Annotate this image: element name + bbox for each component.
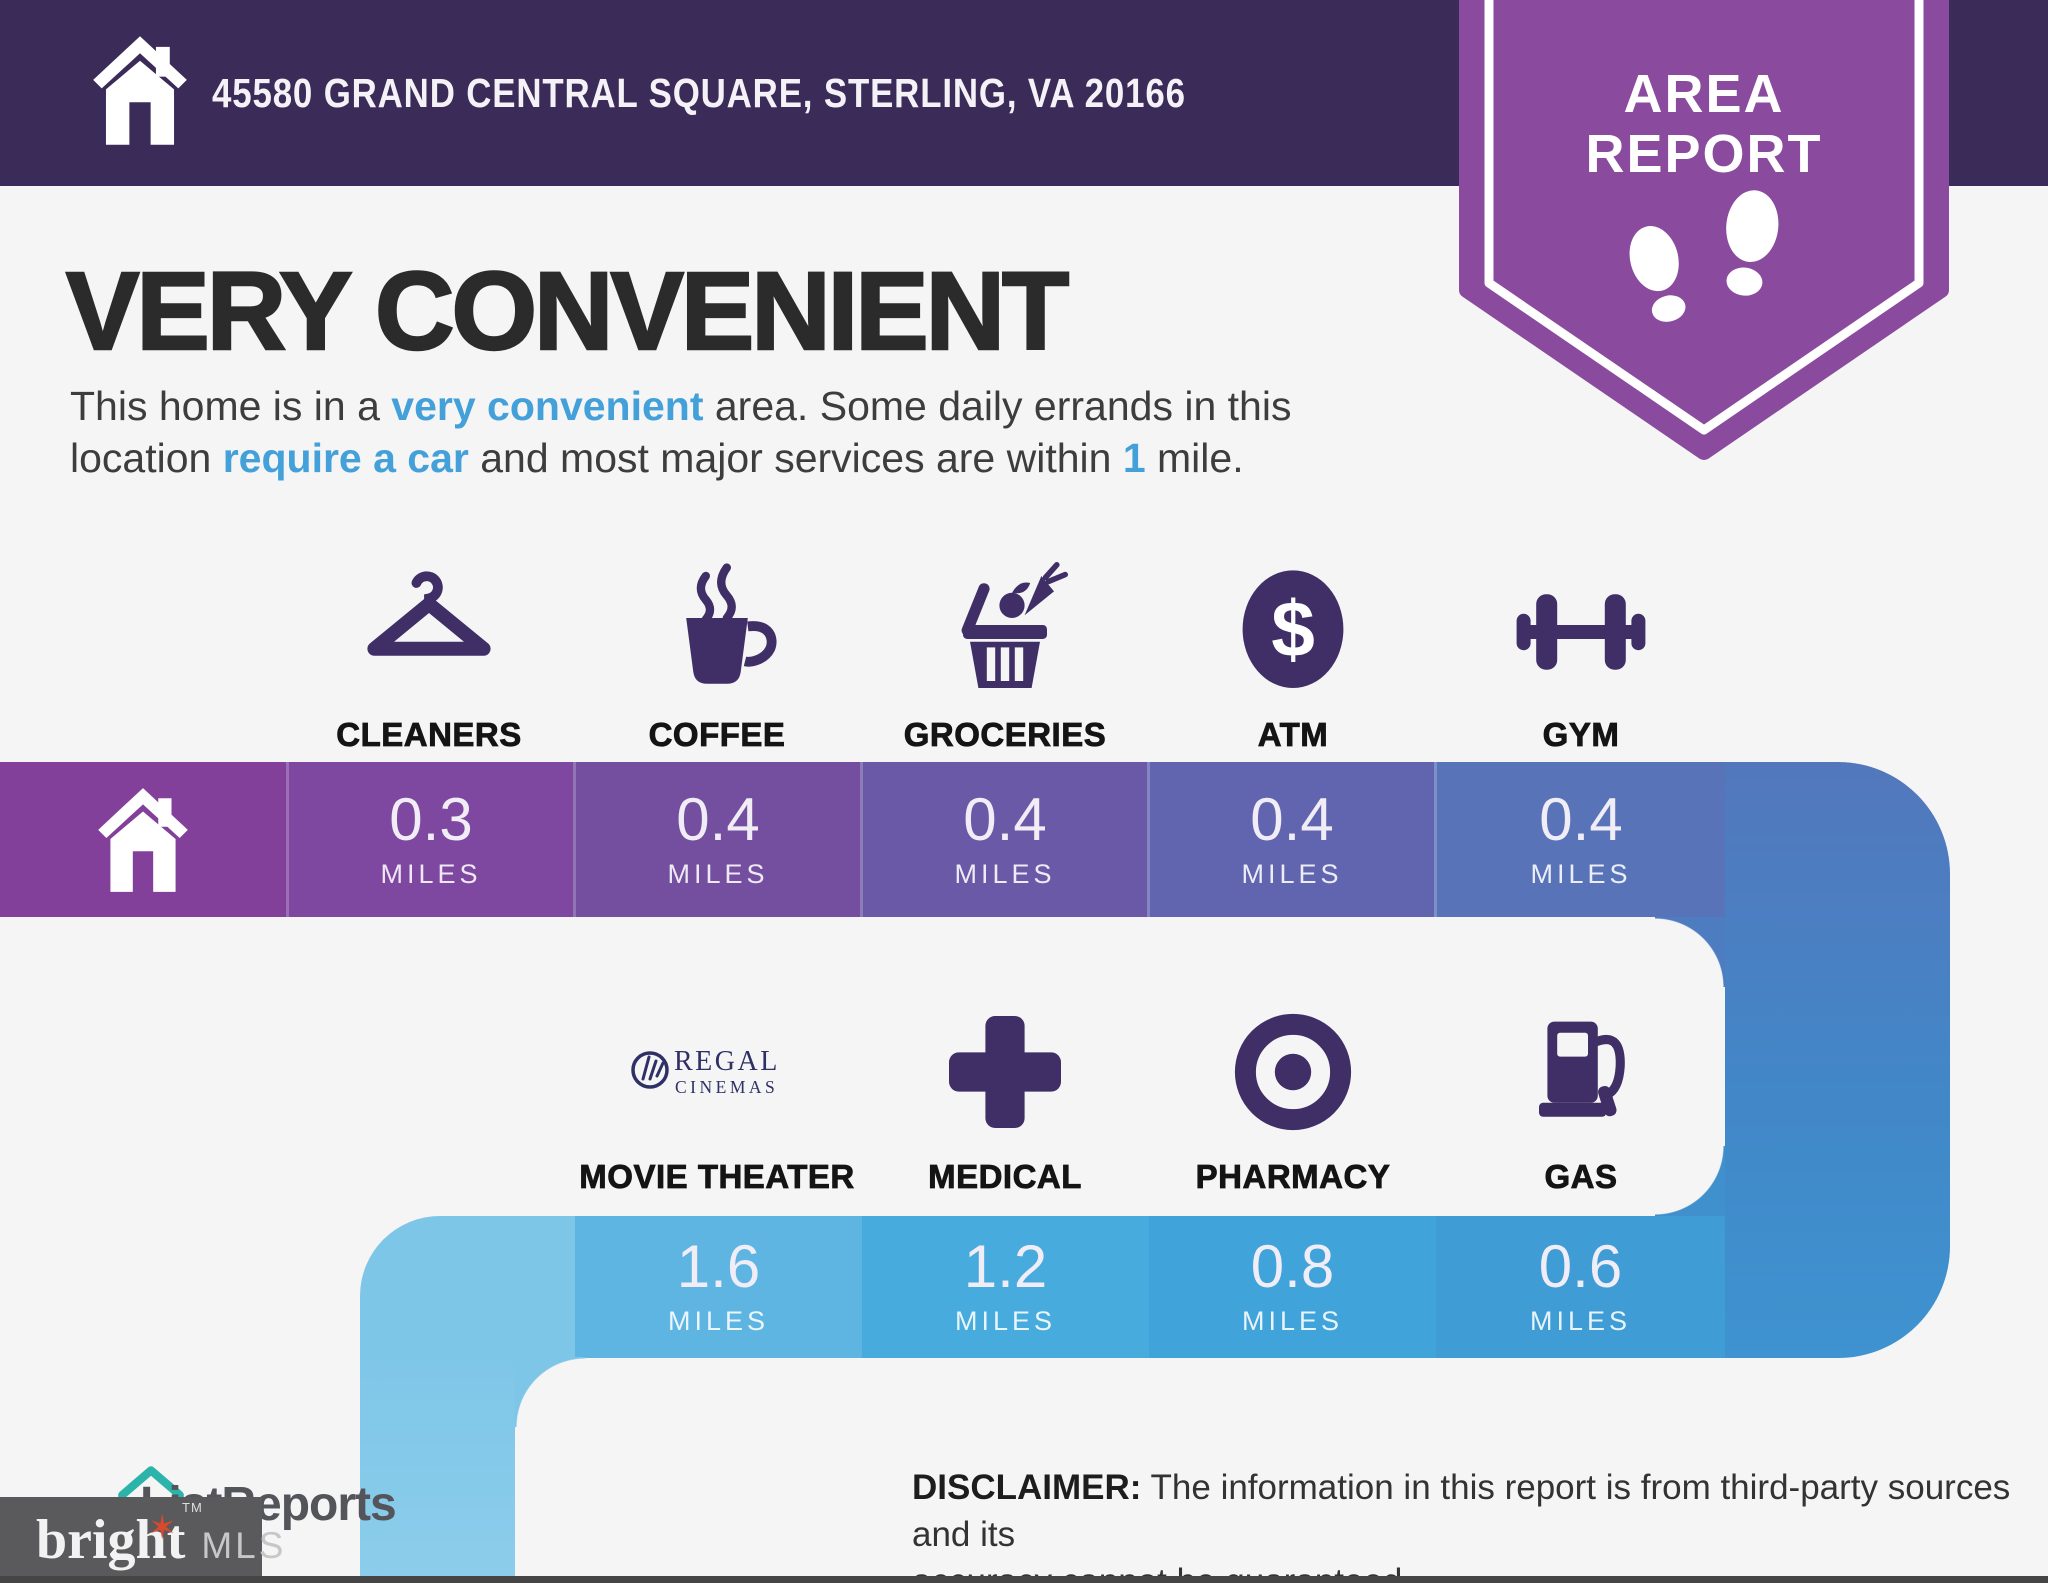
distance-cell: 0.4 MILES [573, 762, 860, 917]
footprints-icon [1629, 190, 1779, 322]
summary-text: This home is in a [70, 383, 392, 429]
hanger-icon [367, 571, 491, 656]
highlight-require-a-car: require a car [222, 435, 469, 481]
regal-wordmark: REGAL [674, 1046, 780, 1077]
amenity-label: GROCERIES [903, 716, 1107, 754]
distance-cell: 0.6 MILES [1436, 1216, 1725, 1358]
highlight-very-convenient: very convenient [391, 383, 704, 429]
band-corner-fillet [1655, 917, 1725, 987]
badge-title-line2: REPORT [1585, 124, 1822, 184]
distance-value: 0.3 [389, 785, 473, 853]
bright-mls-watermark: bright MLS [0, 1497, 283, 1583]
band-corner-fillet [1655, 1146, 1725, 1216]
distance-unit: MILES [380, 858, 482, 889]
dollar-sign: $ [1271, 585, 1315, 673]
distance-cell: 0.4 MILES [1434, 762, 1725, 917]
disclaimer-label: DISCLAIMER: [912, 1468, 1142, 1507]
amenity-label: PHARMACY [1195, 1158, 1391, 1196]
cinemas-wordmark: CINEMAS [675, 1077, 778, 1097]
home-icon [93, 36, 187, 145]
amenity-label: ATM [1257, 716, 1329, 754]
distance-cell: 0.4 MILES [860, 762, 1147, 917]
band-left-column [360, 1357, 515, 1583]
dollar-circle-icon: $ [1242, 570, 1344, 688]
distance-cell: 0.4 MILES [1147, 762, 1434, 917]
trademark-symbol: TM [182, 1500, 203, 1515]
amenity-label: GAS [1544, 1158, 1618, 1196]
summary-paragraph: This home is in a very convenient area. … [70, 383, 1292, 481]
mls-label: MLS [201, 1525, 287, 1566]
distance-cell: 1.6 MILES [575, 1216, 862, 1358]
dumbbell-icon [1516, 594, 1646, 670]
property-address: 45580 GRAND CENTRAL SQUARE, STERLING, VA… [212, 69, 1186, 116]
band-right-elbow [1725, 762, 1950, 1358]
amenity-label: GYM [1542, 716, 1620, 754]
home-icon [98, 787, 188, 892]
badge-title-line1: AREA [1623, 64, 1784, 124]
amenity-label: MEDICAL [928, 1158, 1082, 1196]
disclaimer-text: DISCLAIMER: The information in this repo… [912, 1468, 2011, 1583]
highlight-one-mile: 1 [1122, 435, 1146, 481]
medical-cross-icon [949, 1016, 1061, 1128]
bullseye-icon [1234, 1013, 1352, 1131]
amenity-label: COFFEE [648, 716, 786, 754]
bright-wordmark: bright [36, 1509, 186, 1571]
home-cell [0, 762, 286, 917]
band-corner-fillet [515, 1357, 585, 1427]
area-report-badge: AREA REPORT [1459, 0, 1949, 460]
distance-cell: 1.2 MILES [862, 1216, 1149, 1358]
coffee-cup-icon [686, 563, 777, 684]
page-title: VERY CONVENIENT [65, 249, 1071, 375]
amenity-label: MOVIE THEATER [579, 1158, 855, 1196]
distance-band-top: 0.3 MILES 0.4 MILES 0.4 MILES 0.4 MILES … [0, 762, 1725, 917]
distance-cell: 0.8 MILES [1149, 1216, 1436, 1358]
amenity-label: CLEANERS [336, 716, 522, 754]
gas-pump-icon [1539, 1021, 1625, 1117]
regal-cinemas-logo: REGAL CINEMAS [631, 1046, 780, 1097]
bright-star-icon: ✶ [148, 1509, 177, 1547]
distance-cell: 0.3 MILES [286, 762, 573, 917]
grocery-basket-icon [961, 562, 1068, 688]
distance-band-bottom: 1.6 MILES 1.2 MILES 0.8 MILES 0.6 MILES [360, 1216, 1725, 1358]
bottom-edge-line [0, 1576, 2048, 1583]
band-left-segment [360, 1216, 575, 1358]
